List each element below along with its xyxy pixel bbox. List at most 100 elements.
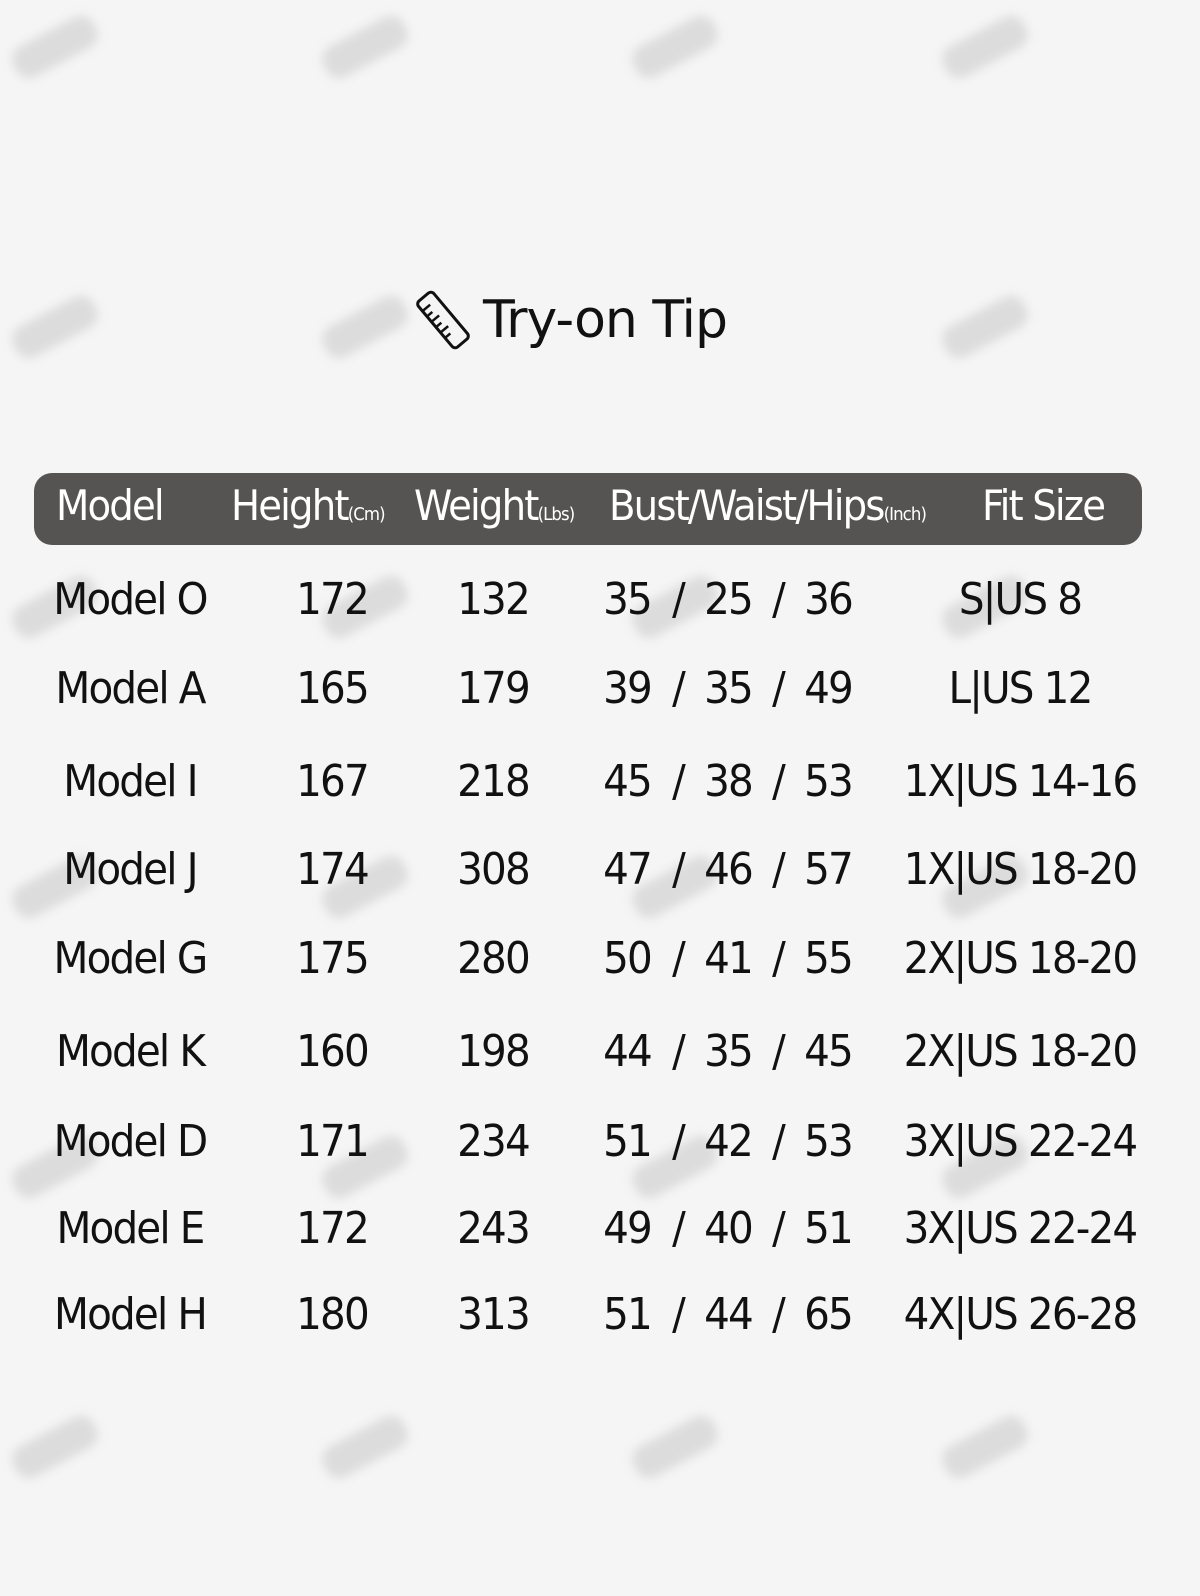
cell-fit: 2X|US 18-20 [903,1026,1139,1077]
separator: / [672,1116,686,1167]
ruler-icon [416,290,470,350]
cell-model: Model D [53,1116,209,1167]
table-row: Model I 167 218 45 / 38 / 53 1X|US 14-16 [0,756,1200,826]
cell-waist: 46 [704,844,754,895]
watermark [7,10,103,84]
cell-fit: 3X|US 22-24 [903,1116,1139,1167]
cell-hips: 65 [804,1289,854,1340]
cell-height: 175 [296,933,370,984]
cell-model: Model K [55,1026,206,1077]
watermark [627,10,723,84]
separator: / [672,933,686,984]
separator: / [672,1026,686,1077]
cell-weight: 132 [457,574,531,625]
watermark [937,10,1033,84]
watermark [317,1410,413,1484]
cell-bust: 50 [603,933,653,984]
cell-hips: 36 [804,574,854,625]
cell-model: Model I [63,756,198,807]
cell-waist: 35 [704,663,754,714]
cell-weight: 218 [457,756,531,807]
separator: / [772,574,786,625]
cell-model: Model E [56,1203,205,1254]
cell-waist: 38 [704,756,754,807]
cell-hips: 53 [804,756,854,807]
cell-bust: 35 [603,574,653,625]
cell-fit: 3X|US 22-24 [903,1203,1139,1254]
separator: / [772,756,786,807]
separator: / [772,1289,786,1340]
col-bwh: Bust/Waist/Hips(Inch) [609,481,927,530]
col-weight: Weight(Lbs) [414,481,575,530]
separator: / [672,574,686,625]
col-model: Model [56,481,165,530]
cell-weight: 179 [457,663,531,714]
cell-model: Model H [54,1289,208,1340]
cell-hips: 51 [804,1203,854,1254]
cell-height: 167 [296,756,370,807]
separator: / [672,663,686,714]
col-fit: Fit Size [982,481,1106,530]
separator: / [772,1026,786,1077]
watermark [7,290,103,364]
cell-bust: 44 [603,1026,653,1077]
cell-model: Model O [53,574,208,625]
table-header: Model Height(Cm) Weight(Lbs) Bust/Waist/… [34,473,1142,545]
cell-height: 174 [296,844,370,895]
page-title: Try-on Tip [415,288,728,352]
watermark [317,290,413,364]
separator: / [772,1203,786,1254]
cell-weight: 234 [457,1116,531,1167]
cell-model: Model J [63,844,198,895]
cell-waist: 44 [704,1289,754,1340]
separator: / [772,933,786,984]
cell-weight: 313 [457,1289,531,1340]
table-row: Model G 175 280 50 / 41 / 55 2X|US 18-20 [0,933,1200,1003]
cell-waist: 40 [704,1203,754,1254]
cell-height: 165 [296,663,370,714]
cell-weight: 243 [457,1203,531,1254]
table-row: Model O 172 132 35 / 25 / 36 S|US 8 [0,574,1200,644]
separator: / [772,844,786,895]
cell-waist: 41 [704,933,754,984]
cell-height: 172 [296,574,370,625]
table-row: Model E 172 243 49 / 40 / 51 3X|US 22-24 [0,1203,1200,1273]
title-text: Try-on Tip [483,290,728,350]
cell-weight: 280 [457,933,531,984]
cell-waist: 42 [704,1116,754,1167]
cell-bust: 49 [603,1203,653,1254]
cell-bust: 45 [603,756,653,807]
cell-bust: 51 [603,1116,653,1167]
cell-bust: 39 [603,663,653,714]
separator: / [672,756,686,807]
cell-fit: 1X|US 14-16 [903,756,1139,807]
watermark [937,290,1033,364]
cell-model: Model G [53,933,209,984]
watermark [7,1410,103,1484]
cell-fit: 4X|US 26-28 [903,1289,1139,1340]
cell-fit: S|US 8 [958,574,1083,625]
watermark [317,10,413,84]
cell-waist: 35 [704,1026,754,1077]
table-row: Model H 180 313 51 / 44 / 65 4X|US 26-28 [0,1289,1200,1359]
cell-height: 171 [296,1116,370,1167]
cell-height: 180 [296,1289,370,1340]
watermark [937,1410,1033,1484]
cell-bust: 47 [603,844,653,895]
table-row: Model A 165 179 39 / 35 / 49 L|US 12 [0,663,1200,733]
cell-waist: 25 [704,574,754,625]
separator: / [672,844,686,895]
cell-hips: 57 [804,844,854,895]
separator: / [672,1203,686,1254]
cell-weight: 308 [457,844,531,895]
table-row: Model J 174 308 47 / 46 / 57 1X|US 18-20 [0,844,1200,914]
cell-hips: 55 [804,933,854,984]
cell-height: 160 [296,1026,370,1077]
cell-fit: L|US 12 [948,663,1093,714]
separator: / [672,1289,686,1340]
separator: / [772,1116,786,1167]
cell-model: Model A [55,663,206,714]
cell-hips: 53 [804,1116,854,1167]
cell-hips: 49 [804,663,854,714]
separator: / [772,663,786,714]
